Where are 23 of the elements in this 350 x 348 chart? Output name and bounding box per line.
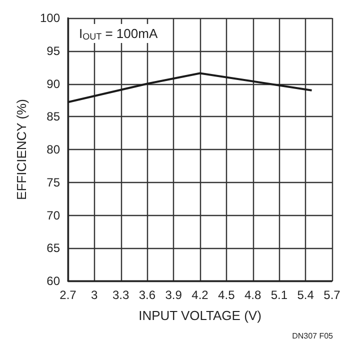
x-axis-title: INPUT VOLTAGE (V) — [138, 308, 262, 323]
y-tick-label: 75 — [46, 175, 60, 190]
y-tick-label: 90 — [46, 76, 60, 91]
y-tick-label: 65 — [46, 241, 60, 256]
x-tick-label: 4.2 — [192, 288, 209, 302]
y-axis-title: EFFICIENCY (%) — [14, 99, 29, 200]
x-tick-label: 3.3 — [112, 288, 130, 302]
x-tick-label: 2.7 — [60, 288, 77, 302]
y-tick-label: 100 — [40, 11, 60, 25]
y-tick-label: 70 — [46, 208, 60, 222]
x-tick-label: 3.6 — [138, 288, 156, 302]
x-tick-label: 5.7 — [324, 288, 341, 302]
y-tick-label: 95 — [46, 44, 60, 58]
x-tick-label: 5.4 — [297, 288, 314, 302]
x-tick-label: 4.8 — [244, 288, 262, 302]
x-tick-label: 3.9 — [165, 288, 182, 302]
x-tick-label: 5.1 — [270, 288, 288, 302]
y-tick-label: 60 — [46, 274, 60, 288]
x-tick-label: 4.5 — [218, 288, 236, 302]
y-tick-label: 80 — [46, 142, 60, 156]
x-tick-label: 3 — [91, 288, 98, 302]
y-tick-label: 85 — [46, 110, 60, 124]
text: DN307 F05 — [292, 332, 334, 340]
